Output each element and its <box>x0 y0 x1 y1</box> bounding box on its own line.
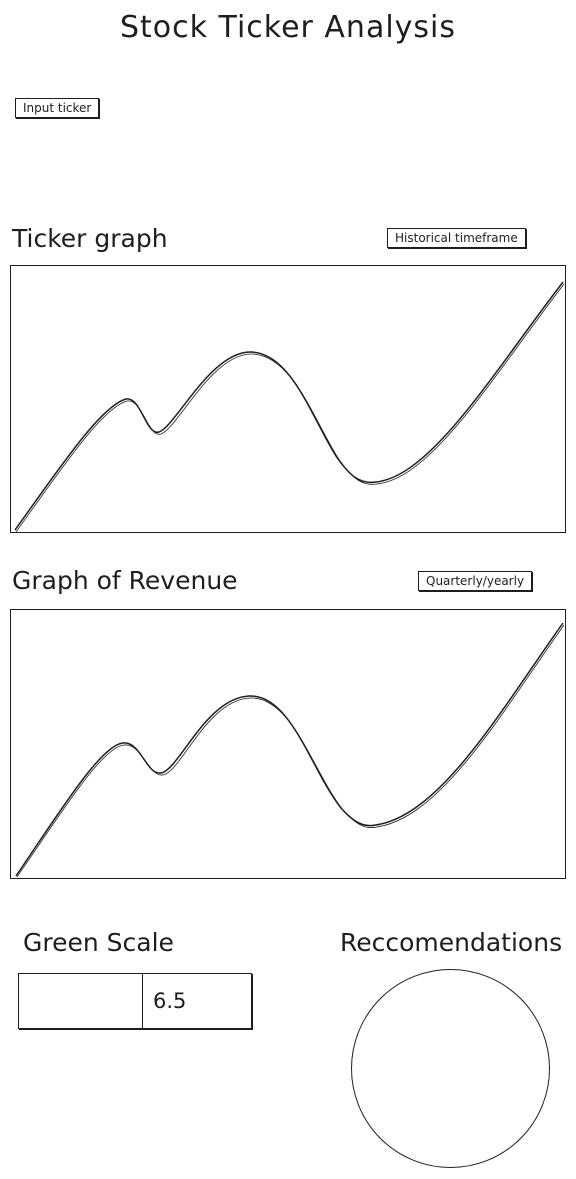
recommendations-circle <box>351 969 550 1168</box>
green-scale-title: Green Scale <box>23 928 174 957</box>
revenue-graph-line-sketch <box>16 624 565 878</box>
input-ticker-button[interactable]: Input ticker <box>15 98 100 118</box>
revenue-graph-title: Graph of Revenue <box>12 566 238 595</box>
revenue-graph-svg <box>15 622 565 878</box>
green-scale-left-cell <box>19 974 143 1028</box>
green-scale-value: 6.5 <box>153 989 187 1013</box>
ticker-graph-chart <box>10 265 566 533</box>
ticker-graph-svg <box>14 281 565 532</box>
green-scale-box: 6.5 <box>18 973 252 1029</box>
revenue-graph-chart <box>10 609 566 879</box>
recommendations-title: Reccomendations <box>340 928 563 957</box>
page-title: Stock Ticker Analysis <box>119 10 457 45</box>
ticker-graph-line-sketch <box>15 283 565 532</box>
ticker-graph-title: Ticker graph <box>12 224 168 253</box>
ticker-graph-line <box>14 281 564 531</box>
revenue-graph-line <box>15 622 564 877</box>
quarterly-yearly-button[interactable]: Quarterly/yearly <box>418 571 533 591</box>
historical-timeframe-button[interactable]: Historical timeframe <box>387 228 526 248</box>
